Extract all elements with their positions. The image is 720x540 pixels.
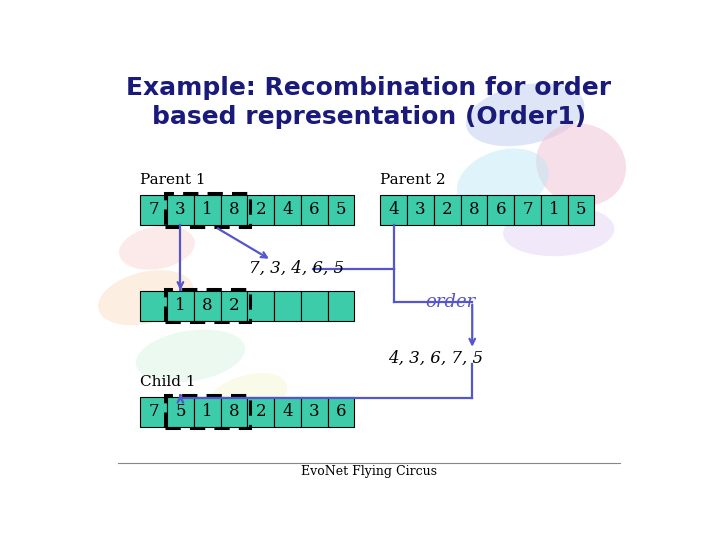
Bar [301,195,328,225]
Bar [274,195,301,225]
Ellipse shape [536,123,626,206]
Bar [167,195,194,225]
Text: order: order [425,293,475,311]
Ellipse shape [466,83,585,146]
Bar [140,396,167,427]
Ellipse shape [205,373,287,422]
Text: 4, 3, 6, 7, 5: 4, 3, 6, 7, 5 [389,349,484,367]
Ellipse shape [119,226,195,269]
Text: 5: 5 [576,201,586,218]
Text: 2: 2 [256,403,266,420]
Text: Parent 2: Parent 2 [380,173,446,187]
Text: EvoNet Flying Circus: EvoNet Flying Circus [301,465,437,478]
Bar [328,195,354,225]
Bar [248,195,274,225]
Text: 7: 7 [522,201,533,218]
Text: 7, 3, 4, 6, 5: 7, 3, 4, 6, 5 [249,260,344,277]
Text: 1: 1 [175,297,186,314]
Text: 1: 1 [202,201,212,218]
Bar [433,195,461,225]
Text: 3: 3 [415,201,426,218]
Bar [165,395,250,428]
Text: Example: Recombination for order: Example: Recombination for order [127,76,611,100]
Bar [248,291,274,321]
Text: 6: 6 [336,403,346,420]
Text: based representation (Order1): based representation (Order1) [152,105,586,129]
Bar [301,396,328,427]
Text: 2: 2 [256,201,266,218]
Bar [407,195,433,225]
Text: 8: 8 [202,297,212,314]
Bar [167,291,194,321]
Text: 8: 8 [229,403,239,420]
Text: 3: 3 [309,403,320,420]
Text: 5: 5 [336,201,346,218]
Text: 4: 4 [282,403,293,420]
Text: 7: 7 [148,201,159,218]
Bar [165,193,250,227]
Text: 1: 1 [549,201,559,218]
Bar [140,291,167,321]
Text: 6: 6 [495,201,506,218]
Bar [461,195,487,225]
Text: 3: 3 [175,201,186,218]
Text: 5: 5 [175,403,186,420]
Ellipse shape [503,206,614,256]
Bar [220,396,248,427]
Bar [220,195,248,225]
Bar [328,291,354,321]
Text: 6: 6 [309,201,320,218]
Bar [165,289,250,322]
Bar [487,195,514,225]
Ellipse shape [136,329,245,382]
Text: 2: 2 [442,201,452,218]
Bar [514,195,541,225]
Ellipse shape [457,148,549,214]
Bar [167,396,194,427]
Bar [301,291,328,321]
Bar [194,195,220,225]
Text: 4: 4 [282,201,293,218]
Bar [274,396,301,427]
Text: Child 1: Child 1 [140,375,196,389]
Bar [140,195,167,225]
Text: 1: 1 [202,403,212,420]
Bar [567,195,595,225]
Text: 2: 2 [229,297,239,314]
Text: 8: 8 [229,201,239,218]
Bar [220,291,248,321]
Bar [248,396,274,427]
Bar [328,396,354,427]
Text: 4: 4 [388,201,399,218]
Text: 8: 8 [469,201,480,218]
Bar [194,396,220,427]
Bar [194,291,220,321]
Ellipse shape [98,270,194,325]
Bar [274,291,301,321]
Bar [380,195,407,225]
Bar [541,195,567,225]
Text: 7: 7 [148,403,159,420]
Text: Parent 1: Parent 1 [140,173,206,187]
